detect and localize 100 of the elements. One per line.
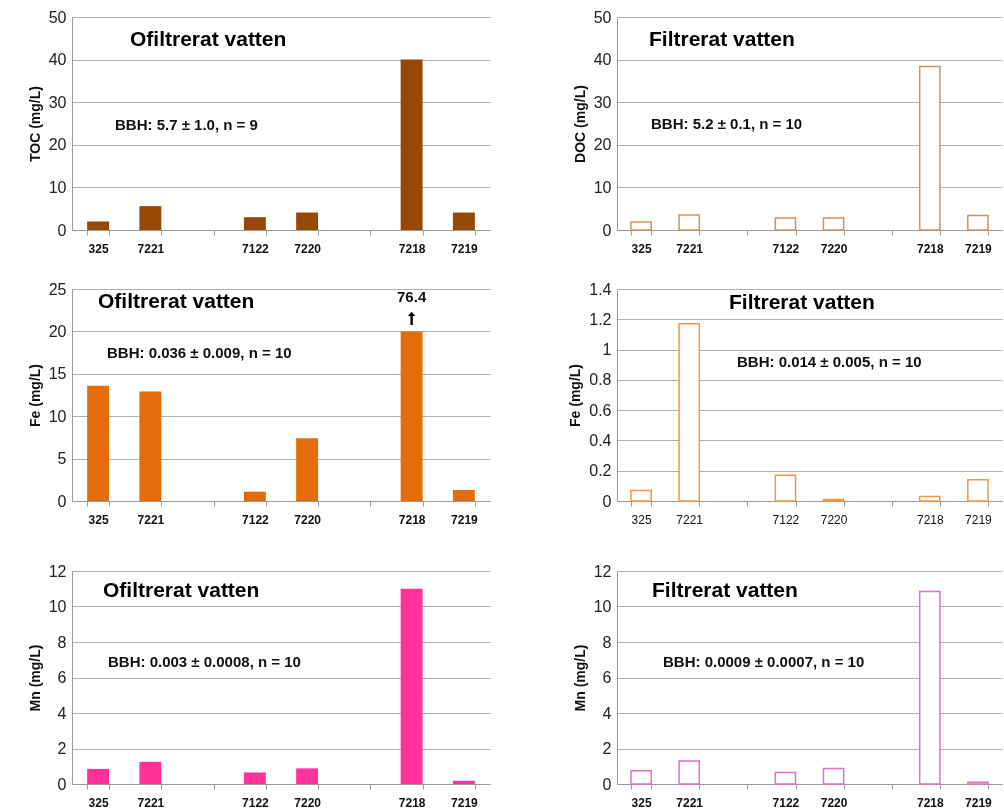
bar	[822, 767, 845, 785]
bar	[400, 588, 423, 784]
y-tick-label: 0.6	[589, 401, 612, 419]
y-tick-label: 20	[48, 136, 67, 154]
y-axis-title: Mn (mg/L)	[26, 644, 43, 712]
x-tick-label: 325	[631, 795, 652, 810]
x-tick-label: 7221	[137, 512, 165, 527]
bar	[296, 212, 319, 230]
x-tick-label: 325	[88, 241, 109, 256]
chart-title: Ofiltrerat vatten	[130, 27, 287, 50]
bar	[87, 221, 110, 230]
y-tick-label: 12	[48, 562, 67, 580]
x-tick-label: 7220	[820, 241, 848, 256]
annotation: BBH: 5.2 ± 0.1, n = 10	[651, 115, 803, 132]
y-tick-label: 25	[48, 280, 67, 298]
y-tick-label: 0	[602, 492, 612, 510]
y-tick-label: 0	[57, 492, 67, 510]
x-tick-label: 7218	[916, 795, 944, 810]
bar	[630, 221, 652, 231]
y-tick-label: 6	[57, 669, 67, 686]
y-tick-label: 6	[602, 669, 612, 686]
bar	[452, 212, 475, 230]
y-tick-label: 50	[593, 8, 612, 26]
x-tick-label: 7220	[294, 241, 322, 256]
bar	[139, 761, 162, 784]
y-tick-label: 4	[602, 704, 612, 722]
y-tick-label: 2	[602, 740, 612, 757]
x-tick-label: 7219	[965, 241, 993, 256]
bar	[967, 479, 989, 502]
x-tick-label: 7221	[676, 795, 704, 810]
x-tick-label: 7219	[451, 241, 479, 256]
x-tick-label: 325	[631, 241, 652, 256]
bar	[918, 65, 941, 231]
bar	[630, 489, 652, 502]
y-tick-label: 20	[593, 136, 612, 154]
x-tick-label: 7218	[916, 512, 944, 527]
bar	[296, 768, 319, 784]
bar	[630, 769, 652, 785]
bar	[822, 217, 845, 231]
chart-title: Filtrerat vatten	[649, 27, 795, 50]
y-axis-title: Fe (mg/L)	[26, 364, 43, 427]
y-tick-label: 0	[602, 221, 612, 239]
y-axis-title: Mn (mg/L)	[571, 644, 588, 712]
y-tick-label: 0	[57, 775, 67, 793]
bar	[87, 768, 110, 784]
y-tick-label: 5	[57, 450, 67, 468]
y-tick-label: 30	[48, 93, 67, 111]
y-tick-label: 10	[593, 598, 612, 615]
x-tick-label: 7218	[398, 795, 426, 810]
y-tick-label: 10	[48, 598, 67, 615]
x-tick-label: 7122	[772, 512, 800, 527]
x-tick-label: 7219	[965, 795, 993, 810]
chart-title: Ofiltrerat vatten	[98, 289, 255, 312]
y-axis-title: TOC (mg/L)	[26, 86, 43, 162]
y-tick-label: 1	[602, 341, 612, 359]
y-tick-label: 4	[57, 704, 67, 722]
bar	[87, 385, 110, 501]
x-tick-label: 7122	[242, 795, 270, 810]
y-axis-title: Fe (mg/L)	[567, 364, 584, 427]
x-tick-label: 7221	[676, 241, 704, 256]
annotation: BBH: 0.0009 ± 0.0007, n = 10	[663, 653, 865, 670]
x-tick-label: 7219	[451, 512, 479, 527]
x-tick-label: 7221	[137, 241, 165, 256]
y-tick-label: 40	[48, 51, 67, 69]
x-tick-label: 7218	[398, 241, 426, 256]
x-tick-label: 7221	[676, 512, 704, 527]
x-tick-label: 7122	[772, 795, 800, 810]
x-tick-label: 7218	[398, 512, 426, 527]
y-tick-label: 0.8	[589, 371, 612, 389]
x-tick-label: 7219	[965, 512, 993, 527]
annotation: BBH: 5.7 ± 1.0, n = 9	[115, 116, 258, 133]
y-axis-title: DOC (mg/L)	[571, 85, 588, 163]
y-tick-label: 8	[57, 633, 67, 651]
y-tick-label: 0	[602, 775, 612, 793]
bar	[452, 489, 475, 501]
bar	[774, 217, 797, 231]
x-tick-label: 7122	[772, 241, 800, 256]
bar	[400, 331, 423, 501]
x-tick-label: 7221	[137, 795, 165, 810]
y-tick-label: 20	[48, 322, 67, 340]
chart-title: Filtrerat vatten	[729, 290, 875, 313]
bar	[243, 772, 266, 784]
y-tick-label: 40	[593, 51, 612, 69]
y-tick-label: 10	[48, 178, 67, 196]
bar	[678, 760, 701, 785]
x-tick-label: 7220	[820, 512, 848, 527]
chart-title: Filtrerat vatten	[652, 578, 798, 601]
bar	[400, 59, 423, 230]
y-tick-label: 0	[57, 221, 67, 239]
x-tick-label: 325	[88, 512, 109, 527]
bar	[139, 206, 162, 230]
y-tick-label: 1.2	[589, 310, 612, 328]
annotation: 76.4	[397, 288, 427, 306]
y-tick-label: 12	[593, 562, 612, 580]
chart-title: Ofiltrerat vatten	[103, 578, 260, 601]
x-tick-label: 325	[631, 512, 652, 527]
bar	[678, 323, 701, 502]
y-tick-label: 30	[593, 93, 612, 111]
y-tick-label: 50	[48, 8, 67, 26]
bar	[678, 214, 701, 231]
